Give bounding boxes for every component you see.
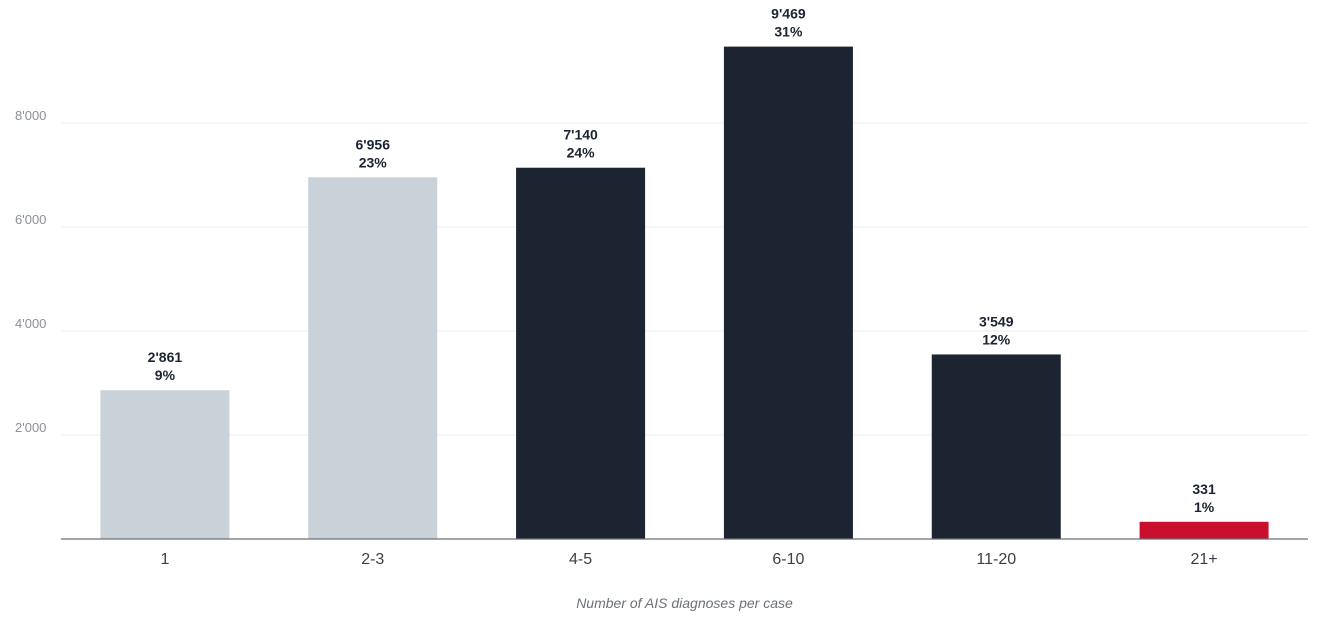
- bar-percent-label: 24%: [567, 145, 596, 161]
- y-axis-ticks: 2'000 4'000 6'000 8'000: [15, 108, 46, 435]
- x-axis-title: Number of AIS diagnoses per case: [576, 595, 793, 611]
- bar-value-label: 331: [1192, 481, 1216, 497]
- x-axis-categories: 1 2-3 4-5 6-10 11-20 21+: [160, 551, 1217, 568]
- bar: [516, 167, 646, 539]
- bar: [100, 390, 230, 539]
- bar-value-label: 6'956: [356, 136, 391, 152]
- bar-percent-label: 1%: [1194, 499, 1215, 515]
- bar-value-label: 9'469: [771, 6, 806, 22]
- x-tick-label: 4-5: [569, 551, 592, 568]
- y-tick-label: 4'000: [15, 316, 46, 331]
- bar-value-label: 7'140: [563, 127, 598, 143]
- x-tick-label: 2-3: [361, 551, 384, 568]
- bar: [931, 354, 1061, 539]
- bar-percent-label: 12%: [982, 331, 1011, 347]
- y-tick-label: 8'000: [15, 108, 46, 123]
- x-tick-label: 11-20: [976, 551, 1016, 568]
- grid-lines: [61, 122, 1308, 436]
- bar-percent-label: 23%: [359, 154, 388, 170]
- bar-percent-label: 9%: [155, 367, 176, 383]
- bar-value-label: 3'549: [979, 313, 1014, 329]
- bars: 2'861 9% 6'956 23% 7'140 24% 9'469 31% 3'549 12% 3…: [100, 6, 1269, 539]
- bar: [308, 177, 438, 539]
- bar-percent-label: 31%: [774, 24, 803, 40]
- bar: [723, 46, 853, 539]
- y-tick-label: 6'000: [15, 212, 46, 227]
- x-tick-label: 21+: [1191, 551, 1218, 568]
- y-tick-label: 2'000: [15, 420, 46, 435]
- x-tick-label: 1: [160, 551, 169, 568]
- bar: [1139, 521, 1269, 539]
- bar-value-label: 2'861: [148, 349, 183, 365]
- x-tick-label: 6-10: [772, 551, 804, 568]
